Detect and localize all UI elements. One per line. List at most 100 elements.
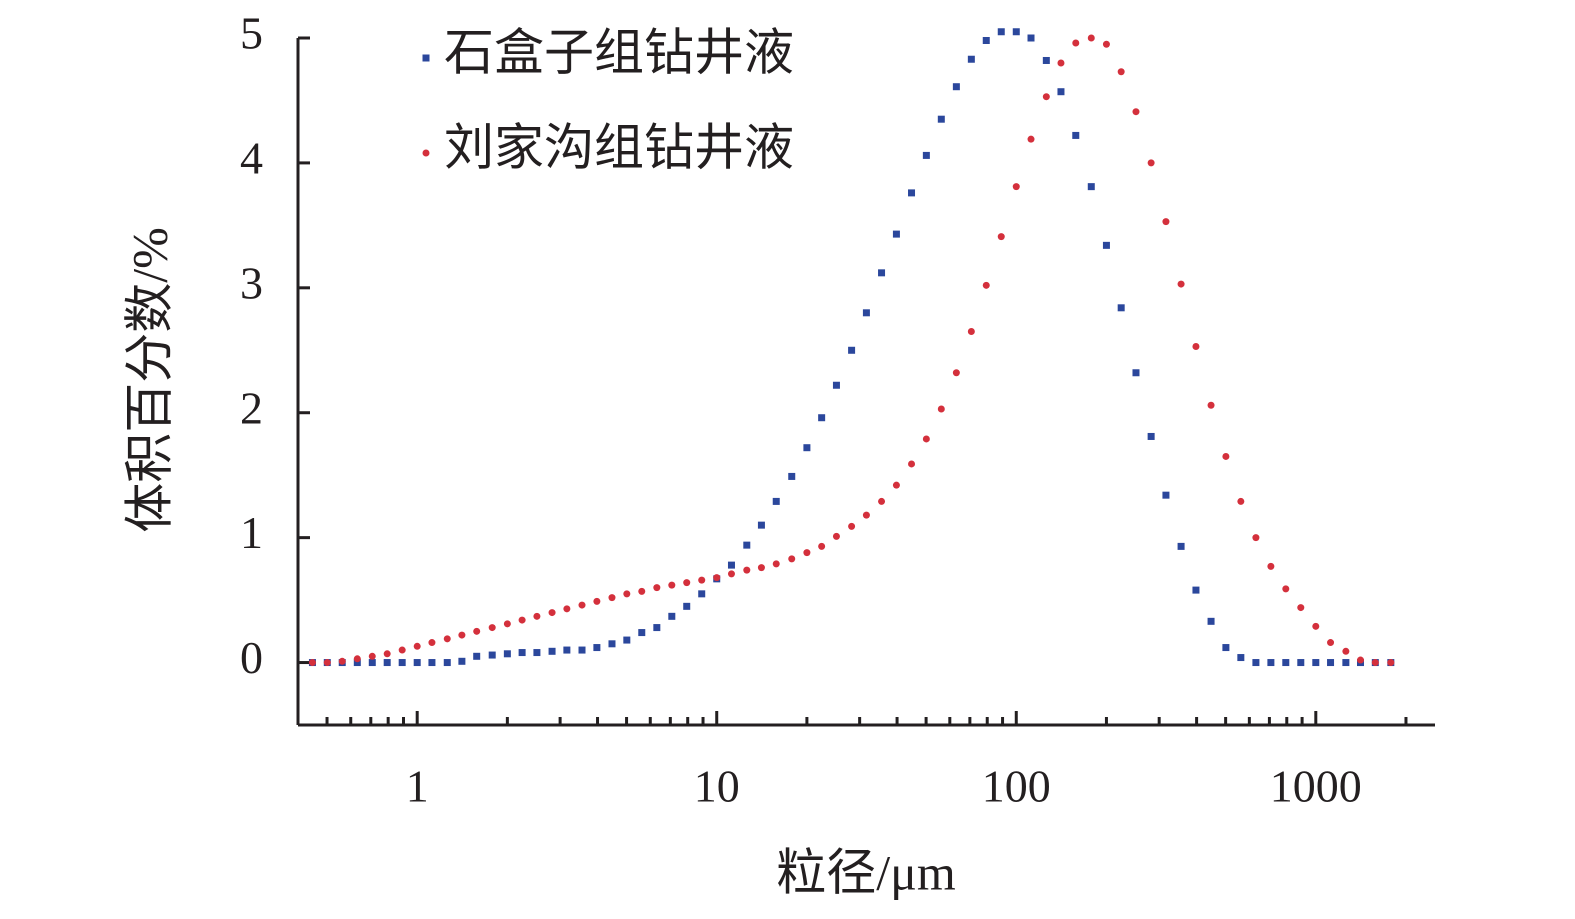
point <box>1237 497 1245 505</box>
point <box>1102 40 1110 48</box>
point <box>713 574 721 582</box>
point <box>772 560 780 568</box>
point <box>1027 135 1035 143</box>
x-tick-label: 10 <box>694 761 740 812</box>
point <box>1371 659 1379 667</box>
point <box>1387 659 1395 667</box>
point <box>608 640 616 648</box>
point <box>488 651 496 659</box>
point <box>803 549 811 557</box>
point <box>413 659 421 667</box>
point <box>1057 88 1065 96</box>
point <box>1117 68 1125 76</box>
point <box>1177 542 1185 550</box>
point <box>623 590 631 598</box>
point <box>982 281 990 289</box>
point <box>1027 34 1035 42</box>
point <box>593 597 601 605</box>
point <box>1297 604 1305 612</box>
point <box>1267 659 1275 667</box>
point <box>338 657 346 665</box>
point <box>922 435 930 443</box>
point <box>653 624 661 632</box>
point <box>518 616 526 624</box>
point <box>503 650 511 658</box>
point <box>1012 183 1020 191</box>
point <box>862 309 870 317</box>
point <box>1117 304 1125 312</box>
point <box>922 151 930 159</box>
point <box>1132 369 1140 377</box>
point <box>533 612 541 620</box>
point <box>892 481 900 489</box>
point <box>443 659 451 667</box>
point <box>368 659 376 667</box>
point <box>683 602 691 610</box>
point <box>578 601 586 609</box>
point <box>428 659 436 667</box>
point <box>398 646 406 654</box>
y-tick-label: 0 <box>240 632 263 683</box>
point <box>1327 659 1335 667</box>
point <box>727 570 735 578</box>
y-tick-label: 1 <box>240 507 263 558</box>
point <box>563 646 571 654</box>
point <box>832 532 840 540</box>
y-axis-label: 体积百分数/% <box>121 227 177 533</box>
legend-label: 刘家沟组钻井液 <box>444 119 794 175</box>
point <box>1132 108 1140 116</box>
point <box>398 659 406 667</box>
point <box>503 620 511 628</box>
point <box>743 566 751 574</box>
point <box>1012 28 1020 36</box>
point <box>1207 617 1215 625</box>
point <box>1072 131 1080 139</box>
point <box>473 652 481 660</box>
point <box>1057 59 1065 67</box>
point <box>952 369 960 377</box>
point <box>413 642 421 650</box>
point <box>443 635 451 643</box>
point <box>997 28 1005 36</box>
point <box>892 230 900 238</box>
point <box>698 576 706 584</box>
point <box>952 83 960 91</box>
point <box>668 612 676 620</box>
point <box>818 414 826 422</box>
y-tick-label: 4 <box>240 132 263 183</box>
point <box>548 647 556 655</box>
x-tick-label: 1000 <box>1270 761 1362 812</box>
point <box>1222 644 1230 652</box>
point <box>1042 93 1050 101</box>
point <box>488 624 496 632</box>
point <box>848 522 856 530</box>
point <box>1282 659 1290 667</box>
point <box>1222 452 1230 460</box>
point <box>1162 491 1170 499</box>
y-tick-label: 2 <box>240 382 263 433</box>
point <box>1147 432 1155 440</box>
point <box>308 659 316 667</box>
point <box>638 587 646 595</box>
point <box>772 497 780 505</box>
x-tick-label: 100 <box>982 761 1051 812</box>
point <box>428 639 436 647</box>
point <box>878 269 886 277</box>
point <box>743 541 751 549</box>
point <box>1252 534 1260 542</box>
x-axis-label: 粒径/μm <box>776 844 956 900</box>
point <box>757 521 765 529</box>
point <box>862 511 870 519</box>
point <box>967 328 975 336</box>
point <box>1177 280 1185 288</box>
point <box>422 149 430 157</box>
point <box>848 346 856 354</box>
point <box>937 115 945 123</box>
point <box>908 189 916 197</box>
point <box>1297 659 1305 667</box>
point <box>1042 56 1050 64</box>
point <box>383 659 391 667</box>
y-tick-label: 3 <box>240 257 263 308</box>
point <box>1252 659 1260 667</box>
